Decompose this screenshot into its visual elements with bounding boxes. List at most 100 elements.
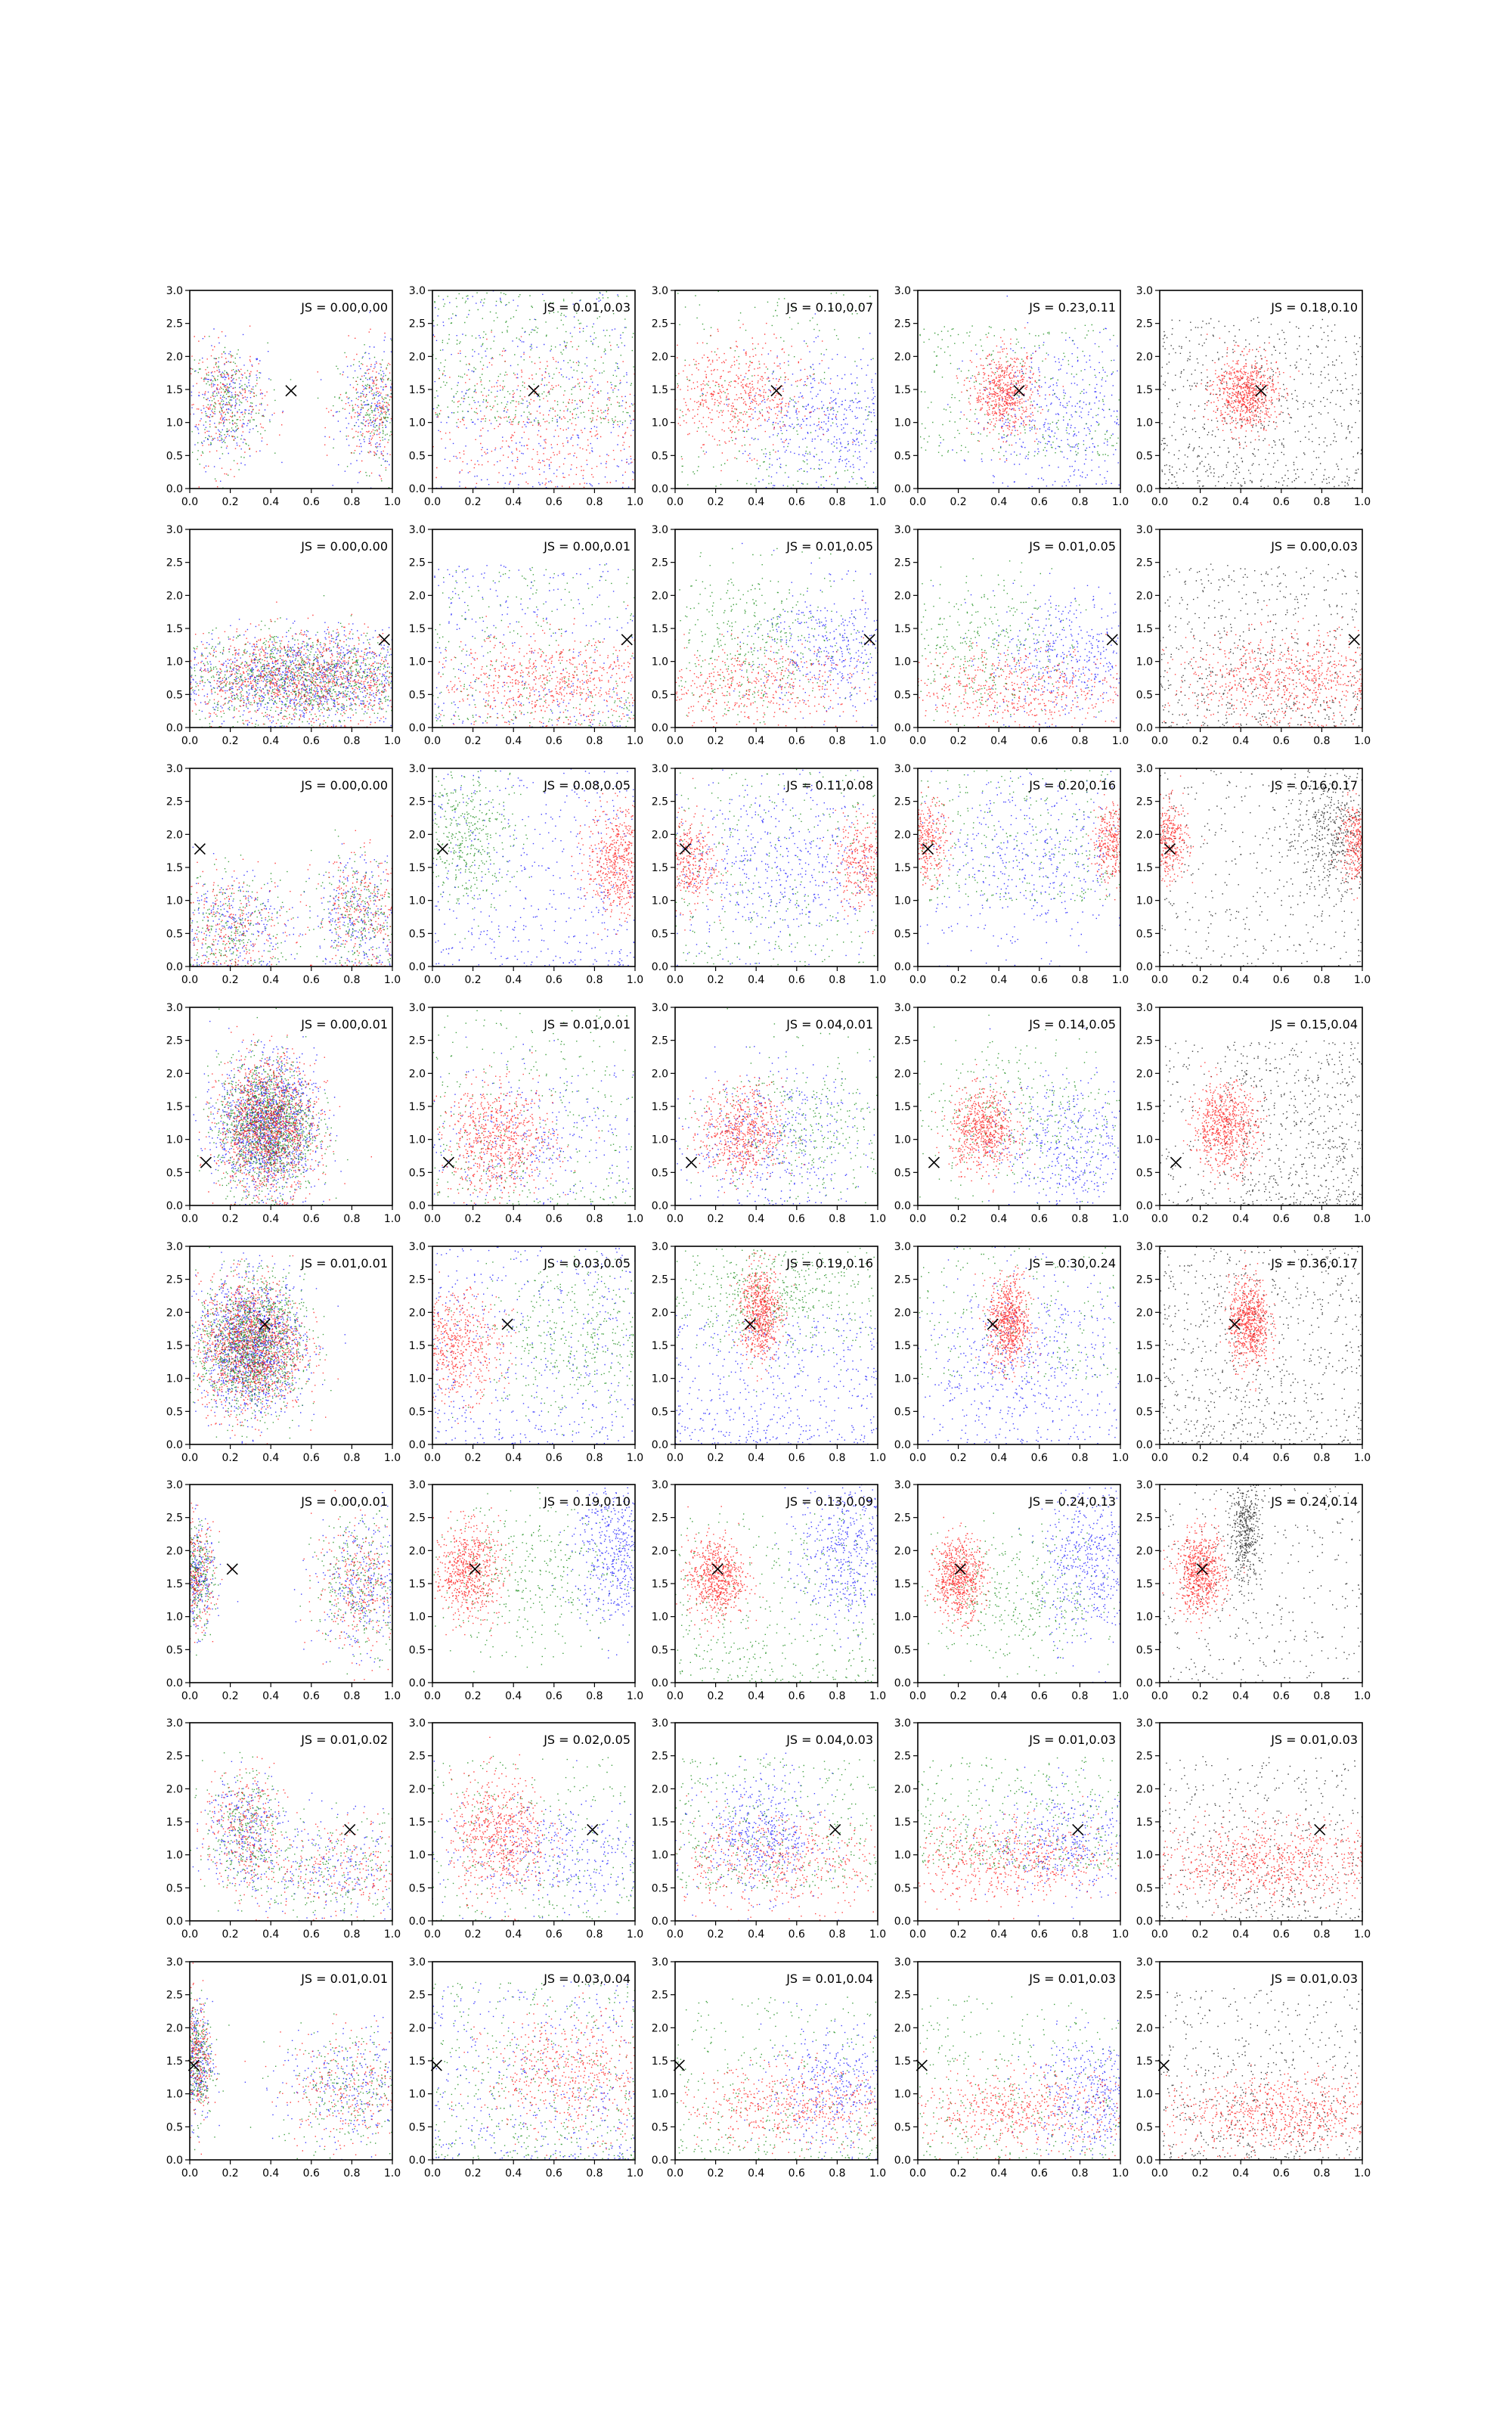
y-tick-label: 1.0 [1136, 417, 1153, 430]
x-tick-label: 1.0 [1112, 1690, 1129, 1702]
x-tick-label: 0.8 [586, 1452, 603, 1464]
x-tick-label: 1.0 [1112, 1213, 1129, 1225]
points-black [1160, 1041, 1241, 1206]
points-blue [970, 1028, 1204, 1206]
x-tick-label: 1.0 [869, 496, 886, 508]
point-cloud [351, 1010, 701, 1206]
y-tick-label: 2.5 [409, 1990, 426, 2002]
x-tick-label: 0.0 [667, 735, 683, 747]
y-tick-label: 2.0 [894, 351, 911, 363]
x-tick-label: 0.4 [990, 1690, 1007, 1702]
x-tick-label: 0.8 [829, 496, 845, 508]
y-tick-label: 0.5 [409, 1882, 426, 1894]
y-tick-label: 1.0 [652, 2089, 668, 2101]
js-annotation: JS = 0.02,0.05 [543, 1733, 631, 1747]
x-tick-label: 0.2 [222, 496, 238, 508]
y-tick-label: 0.0 [652, 722, 668, 734]
x-tick-label: 1.0 [627, 735, 643, 747]
js-annotation: JS = 0.11,0.08 [785, 778, 873, 793]
y-tick-label: 0.0 [894, 1200, 911, 1212]
x-tick-label: 0.6 [789, 1213, 805, 1225]
y-tick-label: 2.5 [652, 1751, 668, 1763]
y-tick-label: 2.5 [894, 557, 911, 569]
y-tick-label: 1.5 [1136, 862, 1153, 874]
x-tick-label: 0.6 [789, 2167, 805, 2180]
y-tick-label: 3.0 [409, 285, 426, 297]
x-tick-label: 0.8 [343, 496, 360, 508]
scatter-panel-r1-c2: 0.0 0.2 0.4 0.6 0.8 1.00.00.51.01.52.02.53.0J… [336, 281, 769, 508]
y-tick-label: 1.5 [652, 1340, 668, 1352]
x-tick-label: 1.0 [1112, 974, 1129, 986]
y-tick-label: 2.5 [652, 1274, 668, 1286]
point-cloud [614, 1996, 1016, 2161]
y-tick-label: 2.5 [409, 1035, 426, 1047]
y-tick-label: 0.0 [652, 1200, 668, 1212]
y-tick-label: 1.5 [166, 1817, 183, 1829]
points-green [593, 1208, 994, 1395]
y-tick-label: 1.0 [166, 417, 183, 430]
js-annotation: JS = 0.19,0.16 [785, 1256, 873, 1270]
y-tick-label: 0.5 [894, 450, 911, 462]
x-tick-label: 0.8 [586, 1213, 603, 1225]
y-tick-label: 1.5 [1136, 623, 1153, 635]
y-tick-label: 2.5 [166, 1274, 183, 1286]
y-tick-label: 3.0 [166, 285, 183, 297]
points-green [598, 548, 882, 729]
scatter-panel-r5-c1: 0.0 0.2 0.4 0.6 0.8 1.00.00.51.01.52.02.53.0J… [162, 1204, 401, 1464]
marker-x [1315, 1824, 1325, 1835]
points-red [371, 605, 773, 729]
y-tick-label: 2.0 [894, 590, 911, 602]
y-tick-label: 0.5 [894, 1644, 911, 1656]
x-tick-label: 1.0 [384, 1690, 401, 1702]
x-tick-label: 0.6 [1031, 1690, 1048, 1702]
x-tick-label: 1.0 [384, 974, 401, 986]
y-tick-label: 3.0 [652, 1956, 668, 1969]
x-tick-label: 0.0 [1151, 1213, 1168, 1225]
y-tick-label: 1.0 [652, 895, 668, 908]
axes-frame [918, 1485, 1120, 1683]
y-tick-label: 0.5 [652, 1644, 668, 1656]
x-tick-label: 0.4 [748, 1928, 764, 1941]
scatter-panel-r6-c5: 0.0 0.2 0.4 0.6 0.8 1.00.00.51.01.52.02.53.0J… [1136, 1455, 1371, 1702]
x-tick-label: 0.2 [222, 1452, 238, 1464]
y-tick-label: 3.0 [1136, 763, 1153, 775]
x-tick-label: 0.2 [464, 974, 481, 986]
x-tick-label: 0.8 [829, 1690, 845, 1702]
points-red [1183, 1062, 1267, 1189]
js-annotation: JS = 0.00,0.01 [543, 539, 631, 554]
axes-frame [432, 290, 635, 489]
js-annotation: JS = 0.03,0.04 [543, 1972, 631, 1986]
y-tick-label: 1.5 [652, 1817, 668, 1829]
y-tick-label: 1.5 [166, 623, 183, 635]
y-tick-label: 1.5 [894, 384, 911, 396]
y-tick-label: 1.0 [166, 1612, 183, 1624]
x-tick-label: 0.6 [1031, 735, 1048, 747]
scatter-panel-r6-c4: 0.0 0.2 0.4 0.6 0.8 1.00.00.51.01.52.02.53.0J… [878, 1433, 1238, 1702]
y-tick-label: 1.0 [894, 2089, 911, 2101]
y-tick-label: 0.0 [409, 1677, 426, 1689]
points-blue [434, 563, 634, 728]
y-tick-label: 3.0 [894, 763, 911, 775]
points-red [562, 600, 914, 728]
scatter-panel-r5-c5: 0.0 0.2 0.4 0.6 0.8 1.00.00.51.01.52.02.53.0J… [1136, 1241, 1371, 1464]
x-tick-label: 0.2 [950, 2167, 966, 2180]
y-tick-label: 0.0 [166, 1200, 183, 1212]
js-annotation: JS = 0.00,0.00 [300, 778, 388, 793]
y-tick-label: 0.5 [894, 1882, 911, 1894]
marker-x [830, 1824, 841, 1835]
x-tick-label: 1.0 [384, 2167, 401, 2180]
y-tick-label: 1.0 [894, 1373, 911, 1385]
y-tick-label: 2.5 [1136, 796, 1153, 808]
y-tick-label: 2.5 [409, 557, 426, 569]
x-tick-label: 0.0 [909, 1928, 926, 1941]
y-tick-label: 1.5 [409, 1817, 426, 1829]
js-annotation: JS = 0.30,0.24 [1028, 1256, 1116, 1270]
x-tick-label: 0.6 [303, 2167, 320, 2180]
x-tick-label: 0.8 [1313, 974, 1330, 986]
y-tick-label: 2.5 [409, 318, 426, 330]
js-annotation: JS = 0.01,0.03 [543, 300, 631, 315]
y-tick-label: 3.0 [409, 1717, 426, 1730]
y-tick-label: 1.0 [409, 1612, 426, 1624]
x-tick-label: 0.6 [546, 2167, 562, 2180]
y-tick-label: 2.5 [1136, 1035, 1153, 1047]
